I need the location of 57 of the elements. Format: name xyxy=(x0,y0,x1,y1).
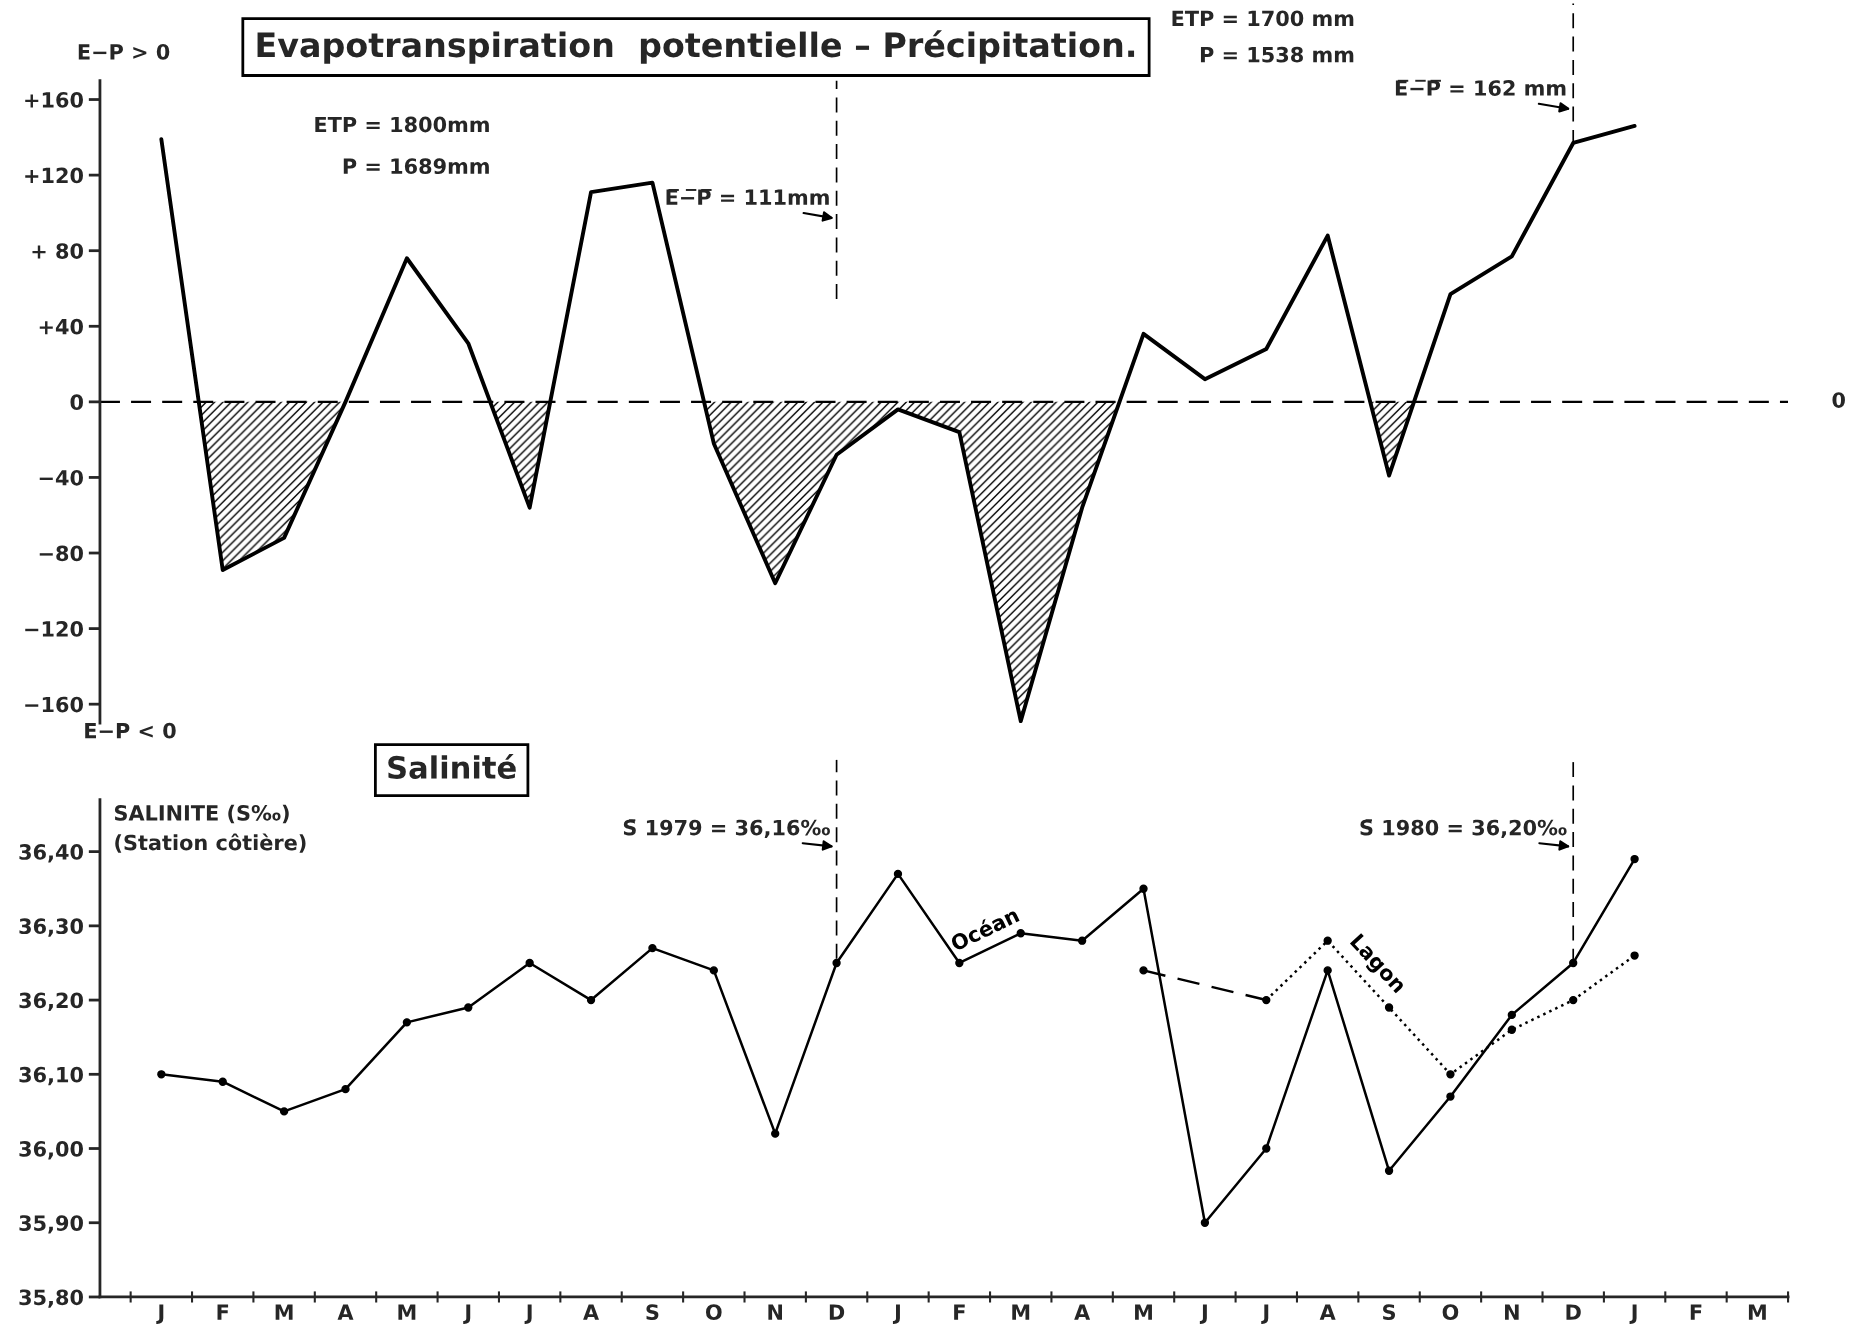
x-tick-label: N xyxy=(768,1304,783,1320)
x-tick-label: M xyxy=(398,1304,416,1320)
y-tick-label: 35,80 xyxy=(19,1289,83,1308)
y-tick-label: 36,30 xyxy=(19,918,83,937)
x-tick-label: A xyxy=(337,1304,354,1320)
x-tick-label: S xyxy=(1383,1304,1396,1321)
x-tick-label: O xyxy=(1442,1304,1459,1321)
y-tick-label: +120 xyxy=(25,167,83,184)
x-tick-label: J xyxy=(156,1304,164,1324)
x-tick-label: A xyxy=(1319,1304,1336,1320)
text: P = 1538 mm xyxy=(1200,46,1354,63)
y-tick-label: −80 xyxy=(39,545,83,562)
x-tick-label: M xyxy=(1012,1304,1030,1320)
y-tick-label: −120 xyxy=(25,621,83,637)
y-tick-label: +40 xyxy=(39,318,83,335)
x-tick-label: D xyxy=(829,1304,845,1320)
x-tick-label: M xyxy=(1748,1304,1766,1320)
chart-title: Salinité xyxy=(388,754,516,779)
annotation: ETP = 1800mm xyxy=(315,116,489,133)
x-tick-label: J xyxy=(524,1304,532,1324)
y-tick-label: −40 xyxy=(39,469,83,486)
annotation: S̄ 1980 = 36,20‰ xyxy=(1360,819,1567,839)
x-tick-label: F xyxy=(954,1304,965,1320)
y-tick-label: 36,00 xyxy=(19,1140,83,1160)
ref-line-label: 0 xyxy=(1832,392,1845,408)
x-tick-label: F xyxy=(1690,1304,1702,1320)
x-tick-label: N xyxy=(1505,1304,1519,1320)
x-tick-label: A xyxy=(583,1304,599,1320)
y-tick-label: 0 xyxy=(70,394,83,411)
x-tick-label: J xyxy=(892,1304,900,1324)
text: ETP = 1700 mm xyxy=(1172,10,1354,27)
x-tick-label: M xyxy=(1135,1304,1152,1320)
y-tick-label: 35,90 xyxy=(19,1215,83,1234)
chart-title: Evapotranspiration potentielle – Précipitation. xyxy=(257,30,1135,64)
annotation: P = 1689mm xyxy=(343,158,489,175)
y-tick-label: 36,40 xyxy=(19,844,83,863)
x-tick-label: F xyxy=(217,1304,229,1320)
annotation: E̅−̅P̅ = 111mm xyxy=(666,189,829,205)
y-axis-title: E−P > 0 xyxy=(78,43,170,60)
x-tick-label: O xyxy=(706,1304,722,1321)
x-tick-label: J xyxy=(1629,1304,1637,1324)
x-tick-label: D xyxy=(1566,1304,1581,1320)
x-tick-label: M xyxy=(275,1304,293,1320)
x-tick-label: J xyxy=(1199,1304,1207,1324)
x-tick-label: A xyxy=(1074,1304,1091,1320)
x-tick-label: J xyxy=(463,1304,471,1324)
y-tick-label: 36,20 xyxy=(19,992,83,1011)
y-tick-label: + 80 xyxy=(32,243,83,259)
y-tick-label: +160 xyxy=(25,91,83,108)
annotation: S̄ 1979 = 36,16‰ xyxy=(623,819,830,839)
annotation: E−P < 0 xyxy=(85,722,176,739)
y-tick-label: −160 xyxy=(25,696,83,713)
x-tick-label: J xyxy=(1261,1304,1269,1324)
y-tick-label: 36,10 xyxy=(19,1066,83,1086)
annotation: E̅−̅P̅ = 162 mm xyxy=(1395,79,1566,96)
y-axis-title: SALINITE (S‰) (Station côtière) xyxy=(114,804,306,853)
x-tick-label: S xyxy=(646,1304,659,1321)
